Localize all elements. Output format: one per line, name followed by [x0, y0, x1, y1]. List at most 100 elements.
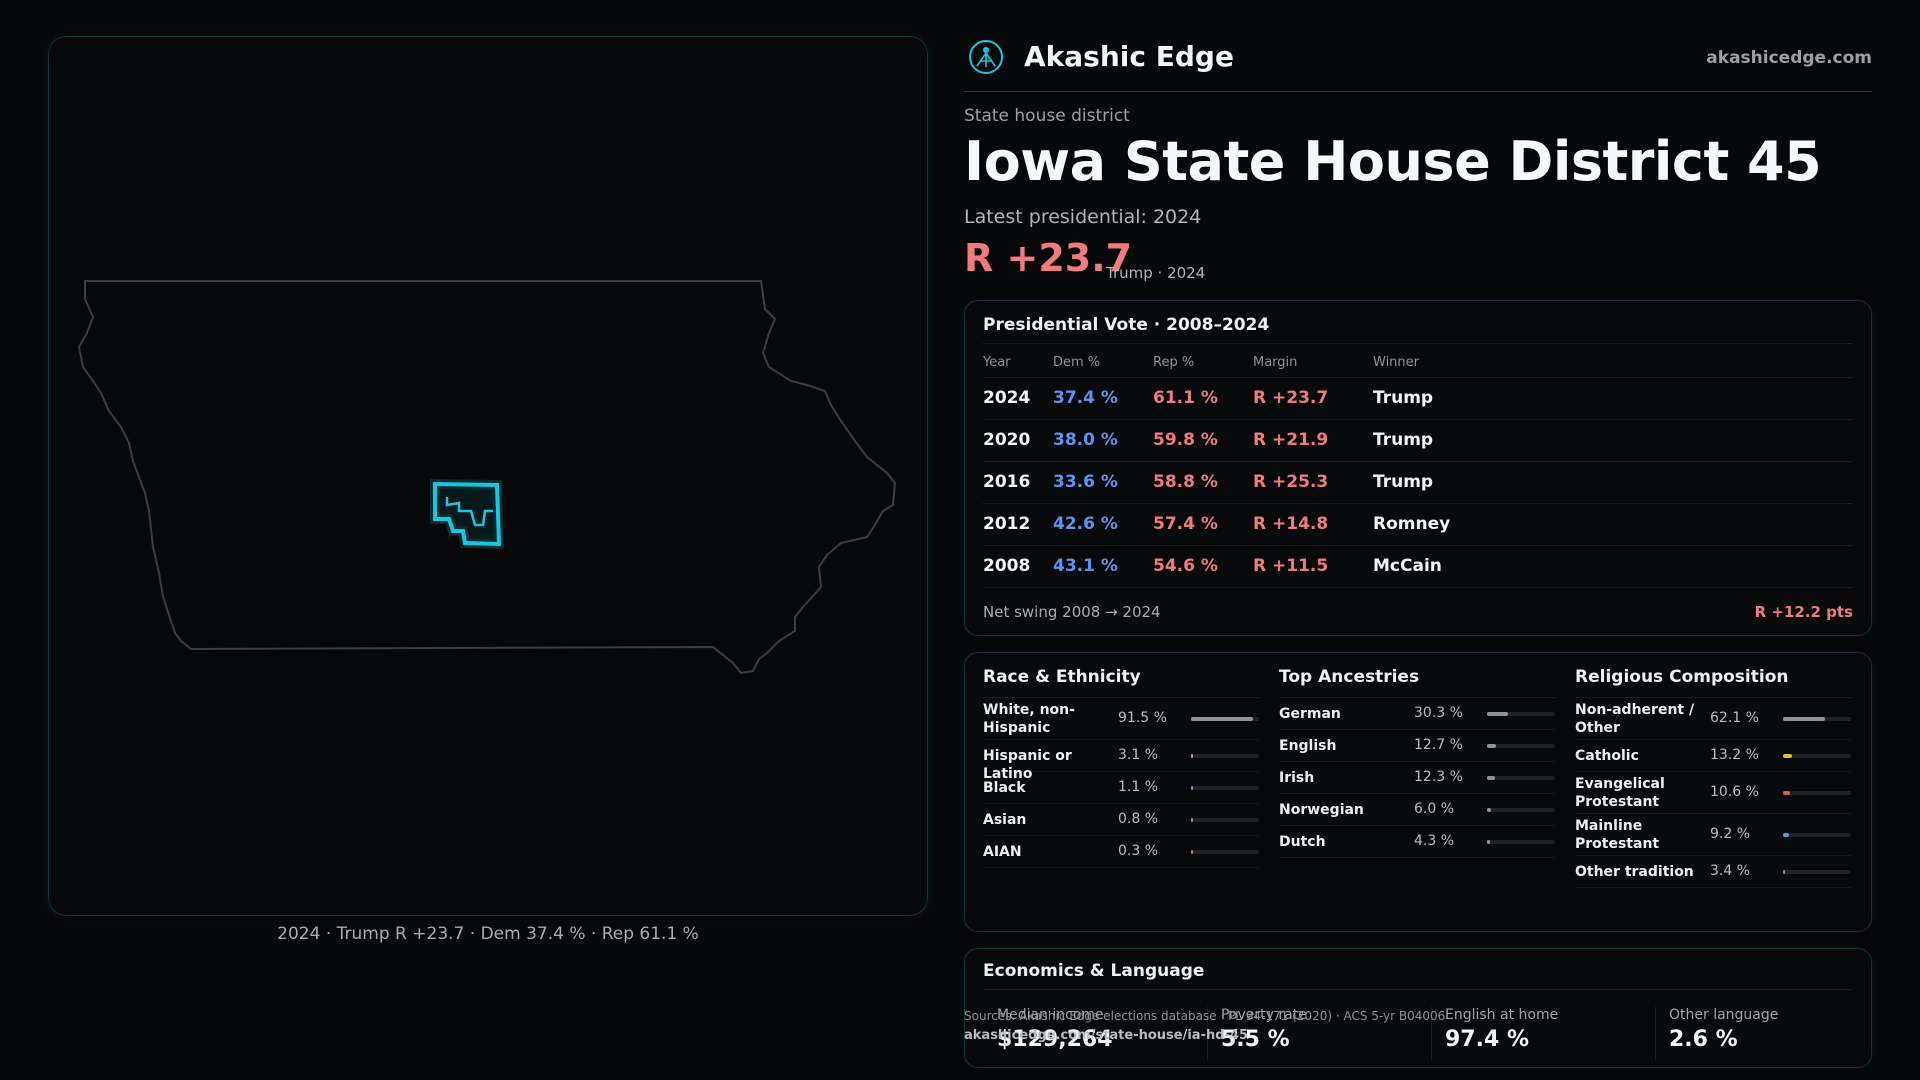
- map-caption: 2024 · Trump R +23.7 · Dem 37.4 % · Rep …: [277, 924, 699, 944]
- bar-track: [1487, 776, 1555, 780]
- brand-url-link[interactable]: akashicedge.com: [1706, 48, 1872, 68]
- item-percent: 13.2 %: [1710, 747, 1759, 763]
- cell-rep: 54.6 %: [1153, 545, 1253, 588]
- cell-winner: McCain: [1373, 545, 1853, 588]
- sources-footer: Sources: Akashic Edge elections database…: [964, 1006, 1445, 1046]
- table-row: 2012 42.6 % 57.4 % R +14.8 Romney: [983, 503, 1853, 546]
- divider: [983, 989, 1853, 990]
- bar-fill: [1783, 870, 1785, 874]
- bar-fill: [1487, 776, 1495, 780]
- brand-name[interactable]: Akashic Edge: [1024, 40, 1234, 73]
- bar-track: [1783, 791, 1851, 795]
- stat-value: 5.5 %: [1221, 1027, 1290, 1052]
- item-label: English: [1279, 738, 1337, 754]
- economics-language-card: Economics & Language Median income $129,…: [964, 948, 1872, 1068]
- item-label: Hispanic or Latino: [983, 748, 1072, 782]
- race-ethnicity-title: Race & Ethnicity: [983, 667, 1259, 698]
- bar-fill: [1487, 712, 1508, 716]
- cell-dem: 42.6 %: [1053, 503, 1153, 546]
- stat-median-income: Median income $129,264: [997, 1007, 1197, 1052]
- bar-fill: [1487, 840, 1490, 844]
- list-item: Evangelical Protestant 10.6 %: [1575, 772, 1851, 814]
- item-label: German: [1279, 706, 1341, 722]
- column-header-dem: Dem %: [1053, 349, 1153, 378]
- stat-value: 2.6 %: [1669, 1027, 1738, 1052]
- item-percent: 0.3 %: [1118, 843, 1159, 859]
- bar-track: [1191, 754, 1259, 758]
- sources-text: Sources: Akashic Edge elections database…: [964, 1009, 1446, 1023]
- net-swing-value: R +12.2 pts: [1754, 603, 1853, 621]
- item-percent: 6.0 %: [1414, 801, 1455, 817]
- district-45-shape[interactable]: [433, 481, 502, 547]
- latest-presidential-label: Latest presidential: 2024: [964, 206, 1202, 228]
- bar-track: [1191, 717, 1259, 721]
- cell-margin: R +23.7: [1253, 377, 1373, 420]
- item-label: Catholic: [1575, 748, 1639, 764]
- presidential-vote-card: Presidential Vote · 2008–2024 Year Dem %…: [964, 300, 1872, 636]
- cell-dem: 33.6 %: [1053, 461, 1153, 504]
- list-item: Other tradition 3.4 %: [1575, 856, 1851, 888]
- stat-english-at-home: English at home 97.4 %: [1445, 1007, 1645, 1052]
- list-item: Hispanic or Latino 3.1 %: [983, 740, 1259, 782]
- column-header-margin: Margin: [1253, 349, 1373, 378]
- bar-track: [1487, 808, 1555, 812]
- column-header-winner: Winner: [1373, 349, 1853, 378]
- column-header-rep: Rep %: [1153, 349, 1253, 378]
- item-label: White, non-Hispanic: [983, 702, 1075, 736]
- list-item: Irish 12.3 %: [1279, 762, 1555, 794]
- list-item: Mainline Protestant 9.2 %: [1575, 814, 1851, 856]
- list-item: Dutch 4.3 %: [1279, 826, 1555, 858]
- stat-divider: [1431, 1007, 1432, 1061]
- bar-track: [1191, 818, 1259, 822]
- latest-margin-value: R +23.7: [964, 236, 1133, 280]
- net-swing-label: Net swing 2008 → 2024: [983, 603, 1161, 621]
- stat-value: 97.4 %: [1445, 1027, 1529, 1052]
- bar-fill: [1191, 850, 1193, 854]
- cell-winner: Trump: [1373, 461, 1853, 504]
- item-label: Evangelical Protestant: [1575, 776, 1665, 810]
- stat-poverty-rate: Poverty rate 5.5 %: [1221, 1007, 1421, 1052]
- cell-margin: R +14.8: [1253, 503, 1373, 546]
- bar-fill: [1487, 744, 1496, 748]
- item-percent: 4.3 %: [1414, 833, 1455, 849]
- table-row: 2016 33.6 % 58.8 % R +25.3 Trump: [983, 461, 1853, 504]
- bar-track: [1191, 850, 1259, 854]
- cell-year: 2016: [983, 461, 1053, 504]
- item-percent: 12.7 %: [1414, 737, 1463, 753]
- cell-rep: 61.1 %: [1153, 377, 1253, 420]
- cell-winner: Trump: [1373, 419, 1853, 462]
- bar-fill: [1783, 754, 1792, 758]
- stat-label: English at home: [1445, 1007, 1559, 1023]
- bar-track: [1783, 833, 1851, 837]
- item-label: Asian: [983, 812, 1027, 828]
- item-label: Other tradition: [1575, 864, 1694, 880]
- top-ancestries-title: Top Ancestries: [1279, 667, 1555, 698]
- cell-winner: Trump: [1373, 377, 1853, 420]
- bar-fill: [1783, 717, 1825, 721]
- cell-dem: 38.0 %: [1053, 419, 1153, 462]
- bar-track: [1783, 754, 1851, 758]
- item-percent: 30.3 %: [1414, 705, 1463, 721]
- cell-year: 2024: [983, 377, 1053, 420]
- brand-header: Akashic Edge akashicedge.com: [964, 36, 1872, 92]
- demographics-card: Race & Ethnicity White, non-Hispanic 91.5…: [964, 652, 1872, 932]
- sources-url-link[interactable]: akashicedge.com/state-house/ia-hd-45: [964, 1028, 1249, 1043]
- bar-fill: [1783, 833, 1789, 837]
- bar-fill: [1191, 786, 1193, 790]
- presidential-vote-table: Year Dem % Rep % Margin Winner 2024 37.4…: [983, 349, 1853, 588]
- bar-fill: [1783, 791, 1790, 795]
- bar-track: [1783, 717, 1851, 721]
- stat-label: Poverty rate: [1221, 1007, 1307, 1023]
- race-ethnicity-section: Race & Ethnicity White, non-Hispanic 91.5…: [983, 667, 1259, 868]
- presidential-vote-title: Presidential Vote · 2008–2024: [983, 315, 1270, 335]
- akashic-edge-logo-icon[interactable]: [968, 39, 1004, 75]
- list-item: English 12.7 %: [1279, 730, 1555, 762]
- stat-divider: [1655, 1007, 1656, 1061]
- item-percent: 3.1 %: [1118, 747, 1159, 763]
- stat-label: Median income: [997, 1007, 1104, 1023]
- item-label: Non-adherent / Other: [1575, 702, 1695, 736]
- religious-composition-title: Religious Composition: [1575, 667, 1851, 698]
- item-label: Dutch: [1279, 834, 1326, 850]
- page-title: Iowa State House District 45: [964, 130, 1822, 193]
- economics-language-title: Economics & Language: [983, 961, 1205, 981]
